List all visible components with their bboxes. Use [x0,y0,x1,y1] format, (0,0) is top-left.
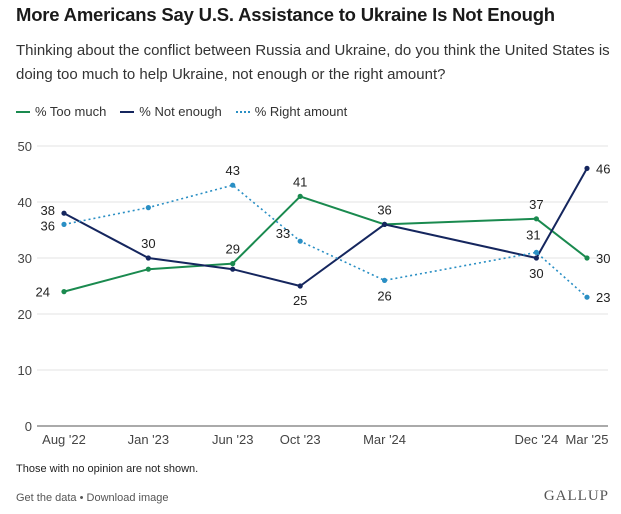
legend-swatch-not-enough [120,110,135,113]
x-tick-label: Dec '24 [515,432,559,447]
y-tick-label: 40 [18,195,32,210]
gallup-logo: GALLUP [543,488,609,504]
data-point [145,266,151,272]
get-data-link[interactable]: Get the data [16,492,77,504]
legend-swatch-too-much [16,110,30,113]
legend-item-too-much: % Too much [16,104,106,119]
x-tick-label: Mar '25 [566,432,609,447]
legend-label-right-amount: % Right amount [254,104,348,119]
y-tick-label: 0 [25,419,32,434]
data-point [297,238,303,244]
data-point [61,210,67,216]
data-label: 26 [377,288,391,303]
data-point [584,294,590,300]
legend-label-too-much: % Too much [35,104,107,119]
data-label: 38 [41,203,55,218]
legend-item-right-amount: % Right amount [235,104,348,119]
data-label: 37 [529,197,543,212]
data-point [584,255,590,261]
data-point [145,205,151,211]
data-label: 31 [526,227,540,242]
chart-title: More Americans Say U.S. Assistance to Uk… [16,4,555,25]
legend-item-not-enough: % Not enough [120,104,222,119]
data-label: 41 [293,174,307,189]
data-label: 46 [596,161,610,176]
data-label: 30 [141,236,155,251]
x-tick-label: Mar '24 [363,432,406,447]
data-point [297,283,303,289]
chart-legend: % Too much % Not enough % Right amount [16,104,347,119]
data-label: 24 [36,285,50,300]
legend-label-not-enough: % Not enough [139,104,222,119]
chart-note: Those with no opinion are not shown. [16,463,199,475]
data-point [533,249,539,255]
data-point [61,221,67,227]
x-tick-label: Jun '23 [212,432,254,447]
data-label: 36 [377,202,391,217]
data-point [584,165,590,171]
y-tick-label: 10 [18,363,32,378]
x-tick-label: Jan '23 [128,432,170,447]
data-label: 23 [596,290,610,305]
data-point [381,221,388,227]
data-point [533,255,539,261]
data-label: 29 [225,242,239,257]
data-label: 33 [276,226,290,241]
data-point [61,289,67,295]
x-tick-label: Oct '23 [280,432,321,447]
y-tick-label: 20 [18,307,32,322]
data-point [533,216,539,222]
download-image-link[interactable]: Download image [86,492,169,504]
data-label: 25 [293,293,307,308]
data-point [297,193,303,199]
chart-footer: Get the data • Download image [16,492,168,504]
y-tick-label: 30 [18,251,32,266]
data-point [230,261,236,267]
data-label: 30 [596,251,610,266]
legend-swatch-right-amount [235,110,250,113]
data-point [145,255,151,261]
data-label: 30 [529,266,543,281]
chart-subtitle: Thinking about the conflict between Russ… [16,42,610,83]
footer-separator: • [79,492,84,504]
data-point [230,182,236,188]
series-line-1 [63,167,588,287]
y-tick-label: 50 [18,139,32,154]
x-tick-label: Aug '22 [42,432,86,447]
data-point [381,277,388,283]
data-label: 43 [225,163,239,178]
data-label: 36 [41,218,55,233]
data-point [230,266,236,272]
